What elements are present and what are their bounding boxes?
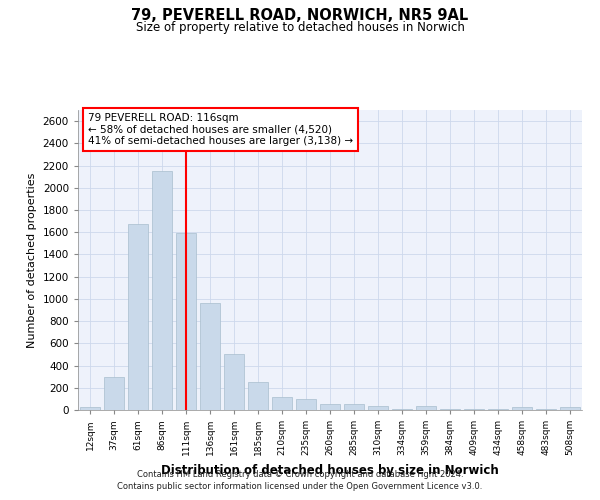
Bar — [224, 354, 244, 410]
Bar — [320, 404, 340, 410]
Bar — [80, 407, 100, 410]
Bar — [368, 406, 388, 410]
Bar — [344, 404, 364, 410]
Bar — [296, 399, 316, 410]
Y-axis label: Number of detached properties: Number of detached properties — [27, 172, 37, 348]
Text: 79, PEVERELL ROAD, NORWICH, NR5 9AL: 79, PEVERELL ROAD, NORWICH, NR5 9AL — [131, 8, 469, 22]
Bar — [104, 376, 124, 410]
Bar — [560, 407, 580, 410]
Text: Size of property relative to detached houses in Norwich: Size of property relative to detached ho… — [136, 21, 464, 34]
Bar — [176, 233, 196, 410]
Bar — [128, 224, 148, 410]
Text: Contains public sector information licensed under the Open Government Licence v3: Contains public sector information licen… — [118, 482, 482, 491]
Text: 79 PEVERELL ROAD: 116sqm
← 58% of detached houses are smaller (4,520)
41% of sem: 79 PEVERELL ROAD: 116sqm ← 58% of detach… — [88, 113, 353, 146]
Bar — [416, 406, 436, 410]
Bar — [152, 171, 172, 410]
Bar — [512, 407, 532, 410]
Bar — [272, 396, 292, 410]
Text: Contains HM Land Registry data © Crown copyright and database right 2024.: Contains HM Land Registry data © Crown c… — [137, 470, 463, 479]
X-axis label: Distribution of detached houses by size in Norwich: Distribution of detached houses by size … — [161, 464, 499, 476]
Bar — [200, 304, 220, 410]
Bar — [248, 382, 268, 410]
